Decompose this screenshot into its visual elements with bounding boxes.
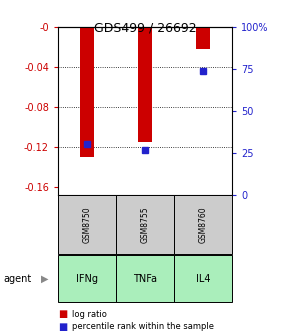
Text: ▶: ▶ (41, 274, 49, 284)
Text: TNFa: TNFa (133, 274, 157, 284)
Text: GDS499 / 26692: GDS499 / 26692 (94, 22, 196, 35)
Text: log ratio: log ratio (72, 310, 107, 319)
Bar (196, 27, 210, 49)
Text: percentile rank within the sample: percentile rank within the sample (72, 322, 215, 331)
Text: GSM8750: GSM8750 (82, 206, 92, 243)
Text: agent: agent (3, 274, 31, 284)
Bar (58, 195, 116, 254)
Bar (58, 255, 116, 302)
Bar (116, 195, 174, 254)
Text: ■: ■ (58, 322, 67, 332)
Text: GSM8755: GSM8755 (140, 206, 150, 243)
Bar (116, 255, 174, 302)
Text: GSM8760: GSM8760 (198, 206, 208, 243)
Bar (80, 27, 94, 157)
Bar (138, 27, 152, 142)
Bar (174, 195, 232, 254)
Text: IFNg: IFNg (76, 274, 98, 284)
Text: IL4: IL4 (196, 274, 210, 284)
Text: ■: ■ (58, 309, 67, 319)
Bar (174, 255, 232, 302)
